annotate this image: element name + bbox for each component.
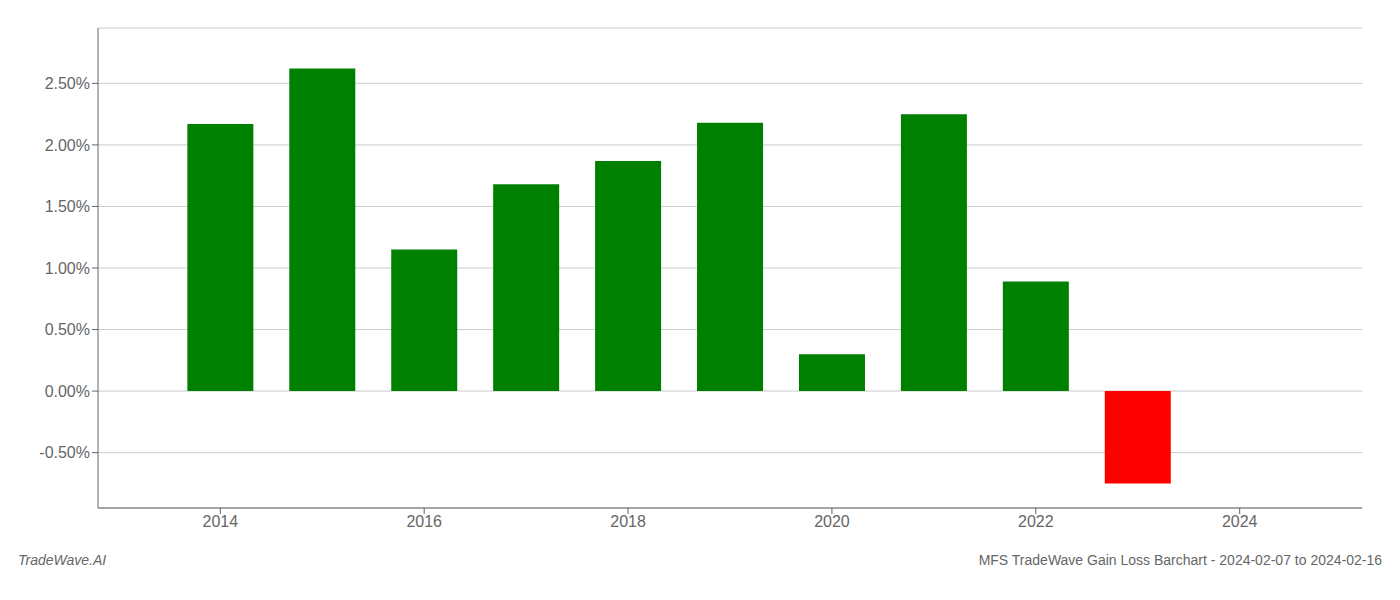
svg-text:2018: 2018 bbox=[610, 513, 646, 530]
svg-text:0.00%: 0.00% bbox=[45, 383, 90, 400]
svg-text:1.00%: 1.00% bbox=[45, 260, 90, 277]
html-text:MFS TradeWave Gain Loss Barcha: MFS TradeWave Gain Loss Barchart - 2024-… bbox=[978, 552, 1382, 568]
html-text:TradeWave.AI: TradeWave.AI bbox=[18, 552, 107, 568]
svg-text:2.00%: 2.00% bbox=[45, 137, 90, 154]
svg-text:2020: 2020 bbox=[814, 513, 850, 530]
svg-text:2014: 2014 bbox=[203, 513, 239, 530]
svg-text:1.50%: 1.50% bbox=[45, 198, 90, 215]
svg-text:2016: 2016 bbox=[406, 513, 442, 530]
svg-text:2022: 2022 bbox=[1018, 513, 1054, 530]
svg-text:0.50%: 0.50% bbox=[45, 321, 90, 338]
svg-text:2024: 2024 bbox=[1222, 513, 1258, 530]
svg-text:2.50%: 2.50% bbox=[45, 75, 90, 92]
svg-text:-0.50%: -0.50% bbox=[39, 444, 90, 461]
